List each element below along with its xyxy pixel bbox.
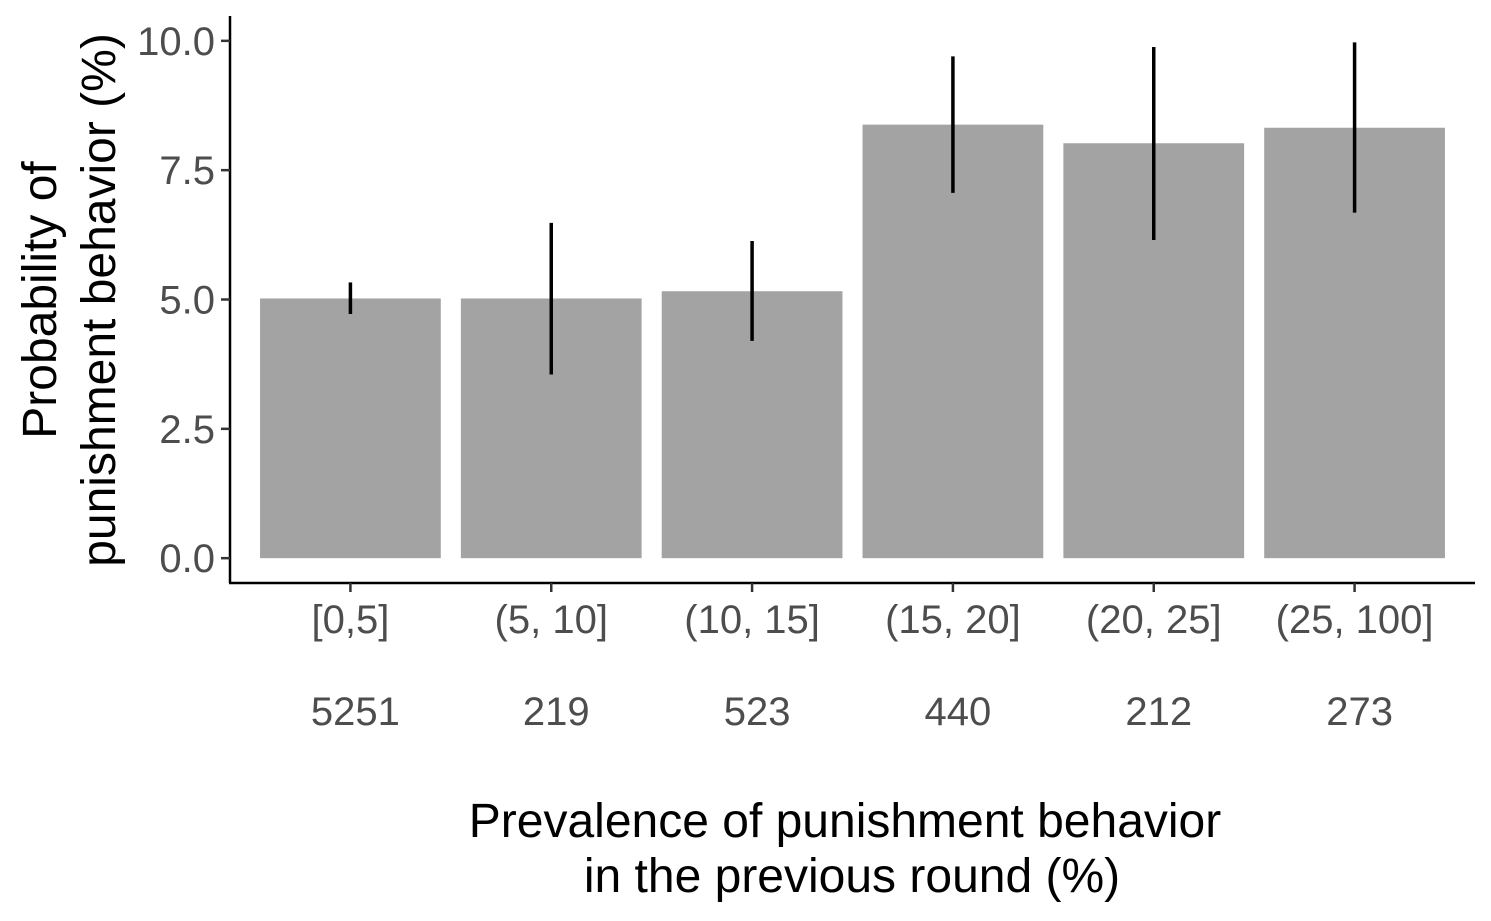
x-axis-title-line-2: in the previous round (%) [584, 850, 1120, 903]
count-label-2: 523 [724, 690, 791, 734]
errorbars-layer [348, 42, 1357, 375]
y-axis-title-line-2: punishment behavior (%) [73, 33, 126, 567]
count-label-5: 273 [1326, 690, 1393, 734]
count-label-0: 5251 [311, 690, 400, 734]
bar-3 [862, 124, 1044, 559]
bars-layer [260, 124, 1445, 559]
y-tick-label-4: 10.0 [137, 20, 215, 64]
x-tick-label-4: (20, 25] [1086, 598, 1222, 642]
x-axis-title-line-1: Prevalence of punishment behavior [469, 795, 1221, 848]
counts-layer: 5251 219 523 440 212 273 [311, 690, 1393, 734]
y-tick-label-3: 7.5 [159, 149, 215, 193]
x-tick-label-1: (5, 10] [495, 598, 608, 642]
x-tick-label-3: (15, 20] [885, 598, 1021, 642]
bar-0 [260, 298, 441, 559]
y-tick-label-2: 5.0 [159, 279, 215, 323]
count-label-1: 219 [523, 690, 590, 734]
y-tick-label-1: 2.5 [159, 408, 215, 452]
count-label-4: 212 [1125, 690, 1192, 734]
y-axis-title-line-1: Probability of [14, 161, 67, 439]
y-tick-label-0: 0.0 [159, 537, 215, 581]
x-tick-label-5: (25, 100] [1276, 598, 1434, 642]
x-tick-label-0: [0,5] [311, 598, 389, 642]
x-tick-label-2: (10, 15] [684, 598, 820, 642]
x-ticks-layer: [0,5] (5, 10] (10, 15] (15, 20] (20, 25] (25,… [311, 583, 1434, 642]
count-label-3: 440 [925, 690, 992, 734]
y-ticks-layer: 0.0 2.5 5.0 7.5 10.0 [137, 20, 230, 581]
